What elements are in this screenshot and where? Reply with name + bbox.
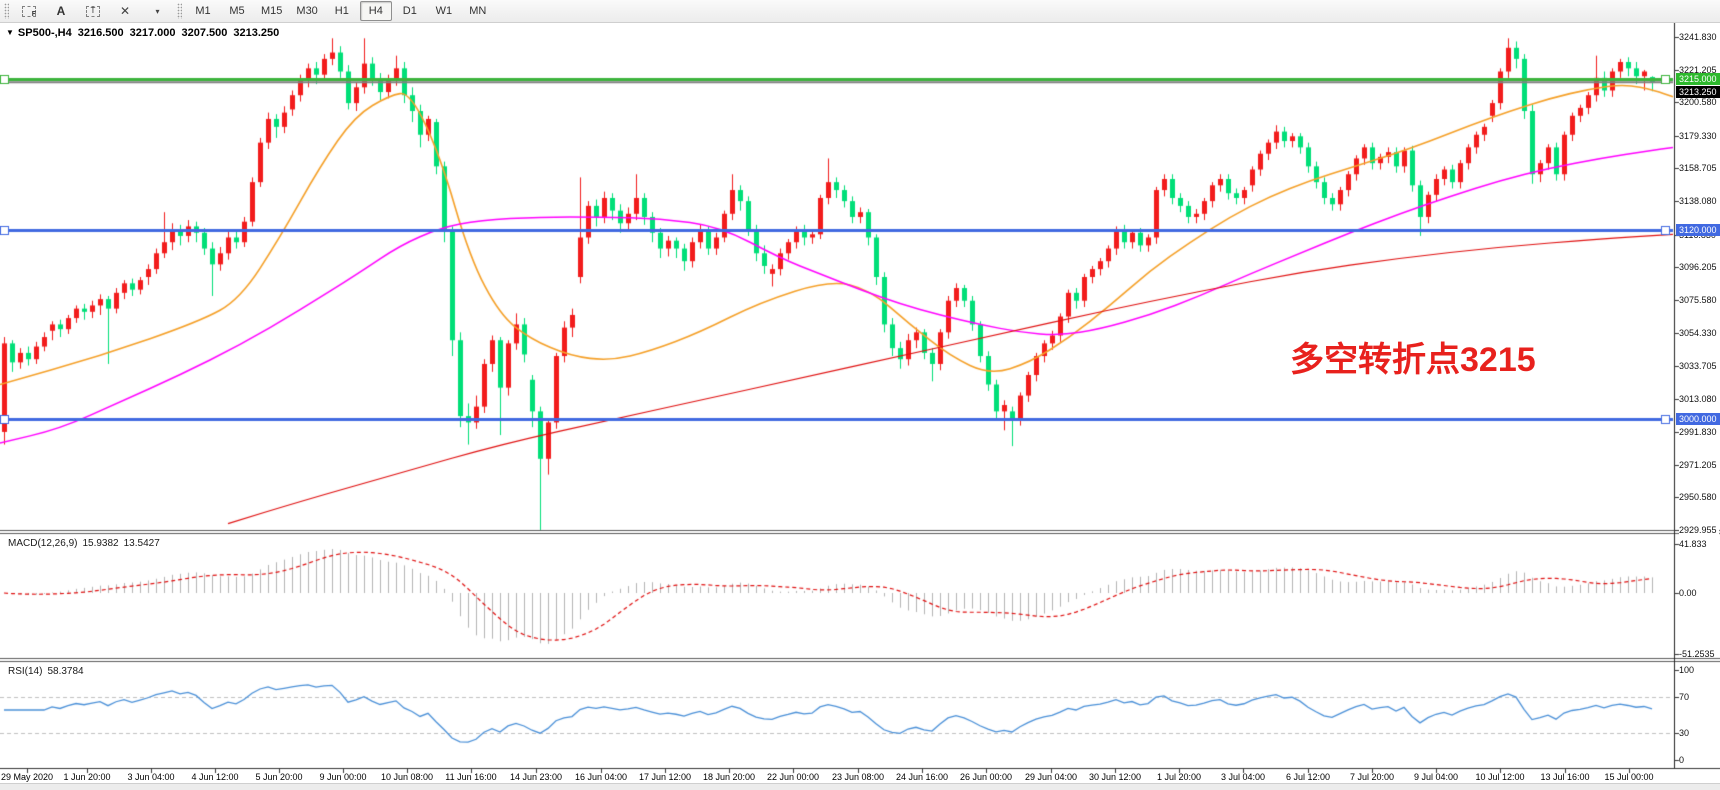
time-axis-label: 16 Jun 04:00 (574, 772, 628, 782)
text-box-icon: T (86, 5, 100, 17)
chevron-down-icon: ▾ (155, 6, 160, 16)
time-axis-label: 11 Jun 16:00 (445, 772, 497, 782)
macd-indicator-label: MACD(12,26,9) 15.9382 13.5427 (8, 538, 165, 549)
time-axis-label: 13 Jul 16:00 (1540, 772, 1590, 782)
toolbar-grip-2[interactable] (177, 3, 182, 19)
timeframe-button-h4[interactable]: H4 (359, 1, 392, 21)
timeframe-button-m30[interactable]: M30 (296, 5, 318, 17)
chart-text-annotation[interactable]: 多空转折点3215 (1290, 341, 1536, 379)
time-axis-label: 29 May 2020 (0, 772, 54, 782)
price-tick-label: 3158.705 (1679, 163, 1719, 174)
text-label-icon: A (56, 4, 66, 18)
macd-title: MACD(12,26,9) (8, 538, 78, 549)
price-tick-label: 3013.080 (1679, 393, 1719, 404)
fibonacci-icon (22, 5, 36, 19)
text-label-button[interactable]: A (46, 1, 76, 21)
timeframe-button-d1[interactable]: D1 (402, 5, 417, 17)
time-axis-label: 9 Jun 00:00 (319, 772, 367, 782)
price-tick-label: 2950.580 (1679, 492, 1719, 503)
rsi-tick-label: 0 (1679, 755, 1685, 765)
timeframe-button-m5[interactable]: M5 (229, 5, 245, 17)
time-axis-label: 18 Jun 20:00 (702, 772, 756, 782)
time-axis-label: 1 Jul 20:00 (1156, 772, 1202, 782)
time-axis-label: 10 Jul 12:00 (1475, 772, 1525, 782)
time-axis-label: 14 Jun 23:00 (509, 772, 563, 782)
price-tick-label: 3138.080 (1679, 196, 1719, 206)
macd-tick-label: -51.2535 (1679, 648, 1715, 659)
high-value: 3217.000 (129, 27, 176, 39)
time-axis-label: 17 Jun 12:00 (638, 772, 692, 782)
rsi-tick-label: 30 (1679, 728, 1690, 738)
macd-main-value: 15.9382 (82, 538, 119, 549)
macd-tick-label: 41.833 (1679, 538, 1707, 549)
time-axis-label: 30 Jun 12:00 (1088, 772, 1142, 782)
price-tick-label: 3241.830 (1679, 32, 1719, 42)
symbol-label: SP500-,H4 (17, 27, 72, 39)
time-axis-label: 4 Jun 12:00 (191, 772, 239, 782)
macd-tick-label: 0.00 (1679, 588, 1697, 598)
close-value: 3213.250 (233, 27, 280, 39)
rsi-indicator-label: RSI(14) 58.3784 (8, 666, 89, 677)
current-price-label: 3213.250 (1676, 86, 1720, 99)
rsi-tick-label: 100 (1679, 665, 1695, 675)
hline-price-label-3215.000[interactable]: 3215.000 (1676, 73, 1720, 86)
time-axis-label: 1 Jun 20:00 (63, 772, 111, 782)
hline-price-label-3000.000[interactable]: 3000.000 (1676, 413, 1720, 426)
collapse-arrow-icon[interactable]: ▼ (6, 28, 14, 37)
price-tick-label: 3179.330 (1679, 130, 1719, 141)
arrows-icon: ✕ (119, 4, 131, 18)
timeframe-button-w1[interactable]: W1 (435, 5, 453, 17)
arrows-dropdown-button[interactable]: ▾ (142, 1, 172, 21)
text-box-button[interactable]: T (78, 1, 108, 21)
toolbar: A T ✕ ▾ M1 M5 M15 M30 H1 H4 D1 W1 MN (0, 0, 1720, 23)
price-tick-label: 3221.205 (1679, 64, 1719, 75)
hline-price-label-3120.000[interactable]: 3120.000 (1676, 223, 1720, 236)
timeframe-button-h1[interactable]: H1 (334, 5, 349, 17)
time-axis-label: 22 Jun 00:00 (766, 772, 820, 782)
time-axis-label: 5 Jun 20:00 (255, 772, 303, 782)
low-value: 3207.500 (181, 27, 228, 39)
time-axis-label: 29 Jun 04:00 (1024, 772, 1078, 782)
macd-signal-value: 13.5427 (123, 538, 160, 549)
time-axis-label: 10 Jun 08:00 (380, 772, 434, 782)
chart-title: ▼ SP500-,H4 3216.500 3217.000 3207.500 3213.2… (6, 27, 279, 39)
rsi-tick-label: 70 (1679, 692, 1690, 702)
timeframe-button-mn[interactable]: MN (469, 5, 487, 17)
time-axis-label: 6 Jul 12:00 (1285, 772, 1331, 782)
drawing-tools-group: A T ✕ (13, 1, 141, 21)
price-tick-label: 3096.205 (1679, 262, 1719, 273)
open-value: 3216.500 (77, 27, 124, 39)
time-axis-label: 3 Jun 04:00 (127, 772, 175, 782)
price-tick-label: 3075.580 (1679, 294, 1719, 305)
timeframe-button-m15[interactable]: M15 (261, 5, 283, 17)
rsi-value: 58.3784 (47, 666, 84, 677)
time-axis-label: 9 Jul 04:00 (1413, 772, 1459, 782)
timeframe-group: M1 M5 M15 M30 H1 H4 D1 W1 MN (186, 1, 495, 21)
price-tick-label: 2971.205 (1679, 459, 1719, 470)
arrows-button[interactable]: ✕ (110, 1, 140, 21)
status-strip (0, 783, 1720, 790)
time-axis-label: 24 Jun 16:00 (895, 772, 949, 782)
time-axis-label: 23 Jun 08:00 (831, 772, 885, 782)
price-tick-label: 2991.830 (1679, 427, 1719, 438)
timeframe-button-m1[interactable]: M1 (195, 5, 211, 17)
fibonacci-button[interactable] (14, 1, 44, 21)
price-tick-label: 3054.330 (1679, 328, 1719, 339)
toolbar-grip[interactable] (4, 3, 9, 19)
time-axis-label: 7 Jul 20:00 (1349, 772, 1395, 782)
price-tick-label: 3033.705 (1679, 360, 1719, 371)
time-axis-label: 15 Jul 00:00 (1604, 772, 1654, 782)
rsi-title: RSI(14) (8, 666, 43, 677)
price-tick-label: 2929.955 (1679, 525, 1719, 535)
price-tick-label: 3200.580 (1679, 97, 1719, 108)
time-axis-label: 26 Jun 00:00 (959, 772, 1013, 782)
time-axis-label: 3 Jul 04:00 (1220, 772, 1266, 782)
